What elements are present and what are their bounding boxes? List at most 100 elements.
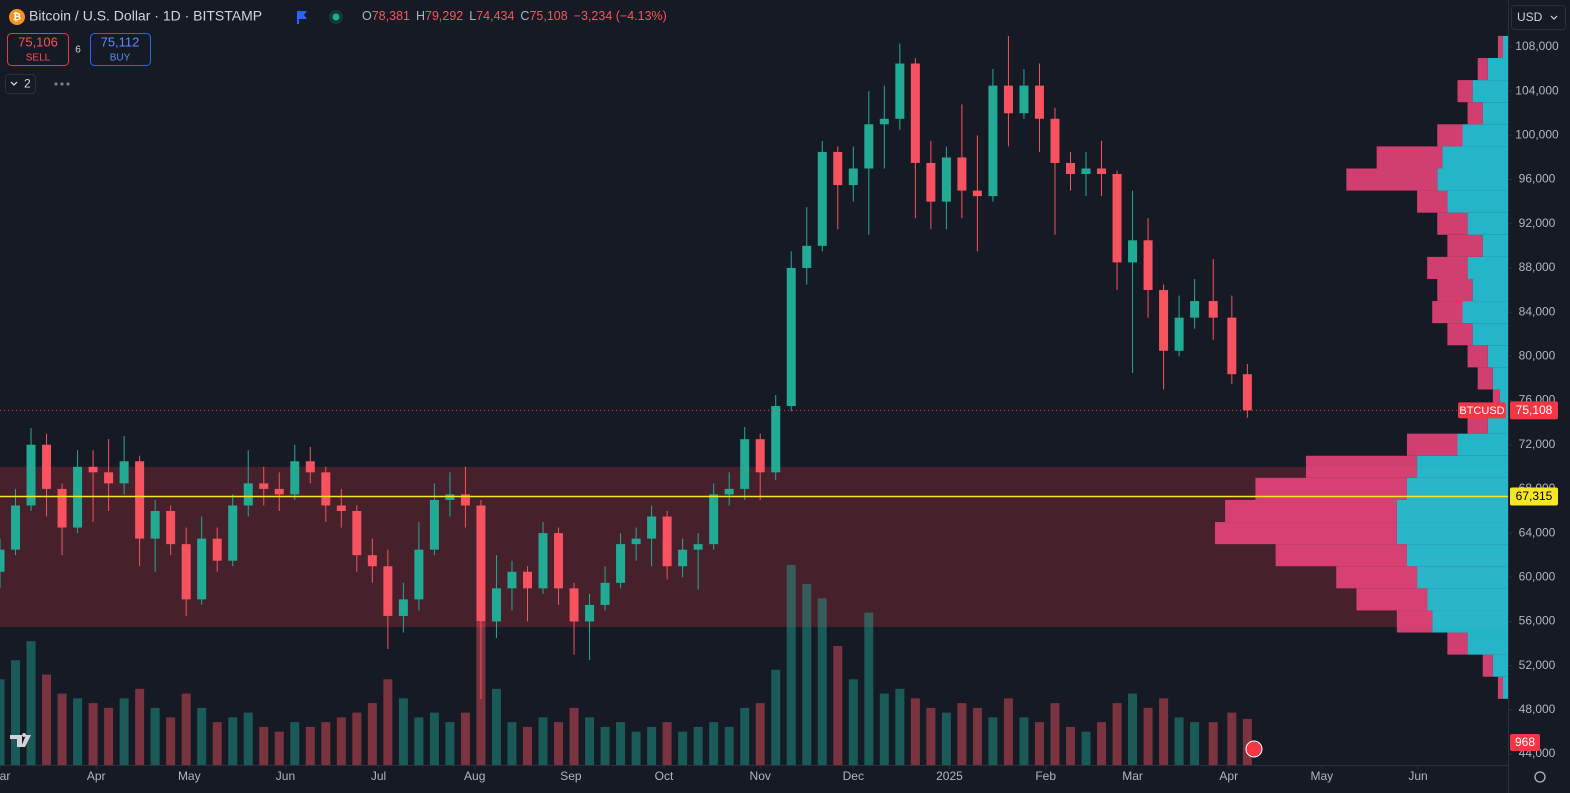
candle-body (786, 267, 796, 407)
candle-body (910, 63, 920, 163)
profile-down-bar (1447, 323, 1473, 346)
volume-bar (1174, 717, 1184, 765)
profile-up-bar (1462, 301, 1508, 324)
x-tick-label: Aug (464, 769, 485, 783)
profile-down-bar (1406, 433, 1458, 456)
sell-button[interactable] (7, 33, 69, 66)
volume-bar (26, 641, 36, 765)
volume-bar (1128, 693, 1138, 765)
volume-bar (1143, 707, 1153, 765)
candle-body (42, 444, 52, 489)
settings-icon[interactable] (1534, 771, 1546, 783)
candle-body (1081, 168, 1091, 175)
candle-body (724, 488, 734, 495)
candle-body (585, 604, 595, 622)
profile-down-bar (1336, 566, 1418, 589)
ohlc-change: −3,234 (−4.13%) (574, 9, 667, 23)
candle-body (1128, 240, 1138, 263)
profile-down-bar (1346, 168, 1438, 191)
currency-button[interactable] (1511, 5, 1566, 30)
candle-body (212, 538, 222, 561)
indicators-toggle[interactable] (5, 74, 36, 94)
volume-bar (212, 722, 222, 765)
candle-body (274, 488, 284, 495)
candle-body (476, 505, 486, 622)
profile-up-bar (1457, 433, 1508, 456)
candle-body (367, 555, 377, 567)
profile-up-bar (1417, 566, 1508, 589)
profile-down-bar (1417, 190, 1448, 213)
volume-bar (569, 707, 579, 765)
candle-body (228, 505, 238, 561)
x-tick-label: May (1310, 769, 1333, 783)
x-tick-label: Mar (0, 769, 10, 783)
volume-bar (305, 726, 315, 765)
volume-bar (460, 712, 470, 765)
event-icon[interactable] (1245, 740, 1263, 758)
volume-bar (538, 717, 548, 765)
candle-body (740, 439, 750, 489)
volume-bar (1081, 731, 1091, 765)
candle-body (600, 582, 610, 605)
candle-body (1174, 317, 1184, 351)
more-dot[interactable] (60, 82, 64, 86)
candle-body (104, 472, 114, 484)
candle-body (864, 124, 874, 169)
y-tick-label: 88,000 (1519, 260, 1556, 274)
profile-down-bar (1376, 146, 1443, 169)
profile-down-bar (1482, 654, 1493, 677)
volume-bar (383, 679, 393, 765)
sell-label: SELL (26, 53, 51, 64)
last-price-label: 75,108 (1516, 403, 1553, 417)
ohlc-key: C (520, 9, 529, 23)
buy-button[interactable] (90, 33, 151, 66)
volume-bar (243, 712, 253, 765)
profile-up-bar (1492, 367, 1508, 390)
symbol-icon-glyph: ₿ (13, 11, 21, 23)
ohlc-value: 79,292 (425, 9, 463, 23)
more-dot[interactable] (66, 82, 70, 86)
profile-down-bar (1457, 80, 1473, 103)
volume-bar (1034, 722, 1044, 765)
volume-bar (802, 584, 812, 765)
profile-up-bar (1492, 654, 1508, 677)
profile-down-bar (1432, 301, 1463, 324)
candle-body (647, 516, 657, 539)
volume-bar (507, 722, 517, 765)
profile-up-bar (1472, 323, 1508, 346)
buy-price: 75,112 (101, 34, 140, 49)
candle-body (26, 444, 36, 506)
profile-down-bar (1437, 278, 1473, 302)
profile-down-bar (1305, 455, 1418, 478)
volume-bar (445, 722, 455, 765)
candle-body (135, 461, 145, 539)
more-dot[interactable] (54, 82, 58, 86)
tv-logo (10, 733, 31, 747)
candle-body (538, 533, 548, 589)
candle-body (678, 549, 688, 567)
buy-label: BUY (110, 53, 131, 64)
candle-body (709, 494, 719, 545)
candle-body (429, 499, 439, 550)
volume-bar (0, 679, 5, 765)
volume-bar (585, 717, 595, 765)
profile-down-bar (1477, 367, 1493, 390)
candle-body (554, 533, 564, 589)
candle-body (11, 505, 21, 550)
y-tick-label: 100,000 (1515, 128, 1559, 142)
flag-icon[interactable] (297, 11, 307, 24)
volume-bar (1003, 698, 1013, 765)
chevron-icon (10, 81, 18, 86)
currency: USD (1517, 10, 1543, 24)
x-tick-label: Sep (560, 769, 582, 783)
profile-down-bar (1396, 610, 1433, 633)
x-tick-label: Apr (87, 769, 106, 783)
volume-bar (414, 717, 424, 765)
volume-bar (1097, 722, 1107, 765)
ohlc-key: L (469, 9, 476, 23)
candle-body (243, 483, 253, 506)
volume-bar (879, 693, 889, 765)
last-price-tag (1510, 401, 1558, 420)
chart-title: Bitcoin / U.S. Dollar · 1D · BITSTAMP (29, 8, 262, 24)
plot-area (0, 35, 1508, 765)
